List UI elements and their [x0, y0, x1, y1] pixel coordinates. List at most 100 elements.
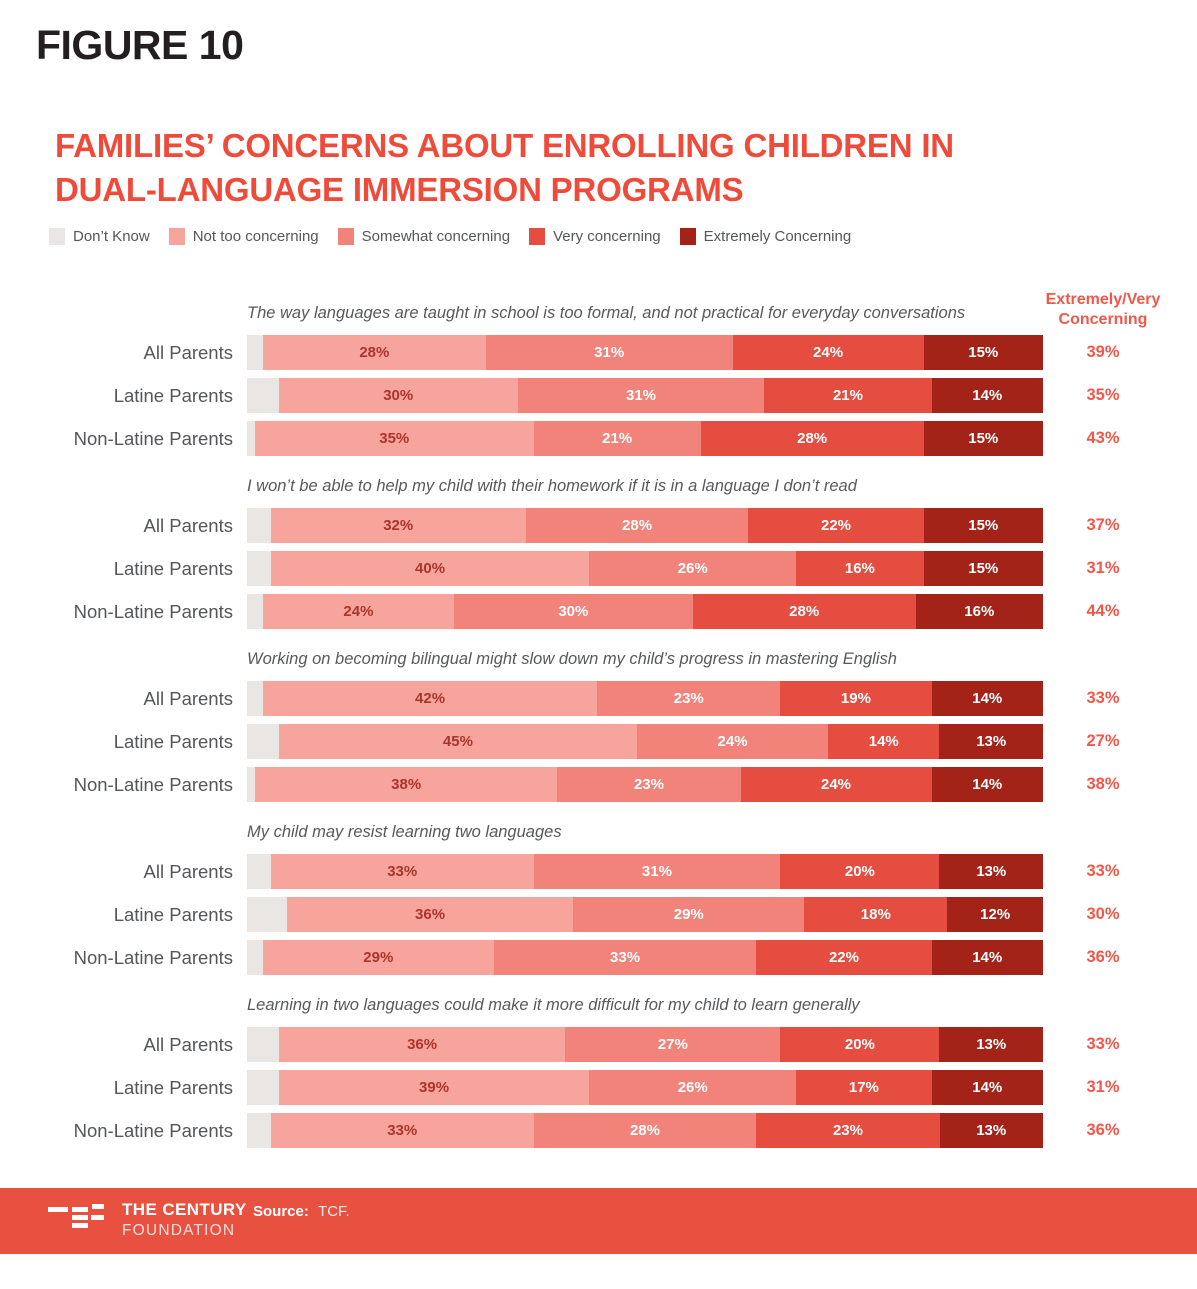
bar-segment-4: 15%	[923, 335, 1043, 370]
question-group-4: Learning in two languages could make it …	[0, 995, 1197, 1148]
bar-segment-1: 36%	[286, 897, 574, 932]
legend-item-label: Extremely Concerning	[703, 228, 852, 245]
bar-row: Non-Latine Parents 38% 23% 24% 14% 38%	[0, 767, 1197, 802]
stacked-bar: 30% 31% 21% 14%	[247, 378, 1043, 413]
question-group-1: I won’t be able to help my child with th…	[0, 476, 1197, 629]
bar-segment-3: 28%	[700, 421, 924, 456]
bar-segment-3: 18%	[804, 897, 948, 932]
bar-row: Latine Parents 30% 31% 21% 14% 35%	[0, 378, 1197, 413]
summary-value: 36%	[1086, 948, 1120, 966]
row-label: Non-Latine Parents	[73, 773, 233, 795]
legend-item-4: Extremely Concerning	[679, 228, 852, 245]
bar-segment-0	[247, 508, 271, 543]
row-label: Latine Parents	[113, 557, 233, 579]
bar-segment-2: 33%	[493, 940, 757, 975]
bar-row: Latine Parents 39% 26% 17% 14% 31%	[0, 1070, 1197, 1105]
bar-segment-1: 42%	[262, 681, 598, 716]
bar-row: All Parents 28% 31% 24% 15% 39%	[0, 335, 1197, 370]
bar-segment-4: 12%	[947, 897, 1043, 932]
summary-value: 38%	[1086, 775, 1120, 793]
legend-swatch-icon	[679, 228, 696, 245]
summary-value: 44%	[1086, 602, 1120, 620]
bar-segment-2: 31%	[517, 378, 765, 413]
stacked-bar: 36% 27% 20% 13%	[247, 1027, 1043, 1062]
bar-segment-0	[247, 681, 263, 716]
bar-segment-4: 14%	[931, 378, 1043, 413]
bar-row: All Parents 36% 27% 20% 13% 33%	[0, 1027, 1197, 1062]
bar-segment-1: 32%	[270, 508, 526, 543]
row-label: Non-Latine Parents	[73, 600, 233, 622]
summary-value: 43%	[1086, 429, 1120, 447]
brand-name: THE CENTURY FOUNDATION	[122, 1200, 247, 1240]
stacked-bar: 39% 26% 17% 14%	[247, 1070, 1043, 1105]
brand-line2: FOUNDATION	[122, 1222, 236, 1239]
row-label: Latine Parents	[113, 730, 233, 752]
bar-segment-2: 23%	[557, 767, 741, 802]
summary-value: 33%	[1086, 862, 1120, 880]
bar-segment-3: 16%	[796, 551, 924, 586]
legend-swatch-icon	[529, 228, 546, 245]
stacked-bar: 36% 29% 18% 12%	[247, 897, 1043, 932]
bar-segment-4: 13%	[939, 854, 1043, 889]
row-label: Non-Latine Parents	[73, 427, 233, 449]
stacked-bar: 42% 23% 19% 14%	[247, 681, 1043, 716]
question-group-2: Working on becoming bilingual might slow…	[0, 649, 1197, 802]
bar-segment-2: 31%	[485, 335, 733, 370]
bar-segment-1: 38%	[254, 767, 558, 802]
bar-segment-3: 24%	[740, 767, 932, 802]
summary-column-header: Extremely/Very Concerning	[1045, 291, 1161, 328]
bar-segment-1: 29%	[262, 940, 494, 975]
summary-value: 36%	[1086, 1121, 1120, 1139]
stacked-bar: 32% 28% 22% 15%	[247, 508, 1043, 543]
bar-row: Latine Parents 45% 24% 14% 13% 27%	[0, 724, 1197, 759]
bar-segment-0	[247, 940, 263, 975]
legend: Don’t Know Not too concerning Somewhat con…	[49, 228, 851, 245]
logo-dash	[72, 1215, 88, 1220]
bar-segment-2: 26%	[589, 551, 797, 586]
summary-value: 35%	[1086, 386, 1120, 404]
bar-segment-3: 20%	[780, 854, 940, 889]
bar-segment-2: 30%	[453, 594, 693, 629]
question-label: The way languages are taught in school i…	[247, 304, 966, 322]
question-group-0: The way languages are taught in school i…	[0, 303, 1197, 456]
bar-segment-1: 36%	[278, 1027, 566, 1062]
question-group-3: My child may resist learning two languag…	[0, 822, 1197, 975]
stacked-bar: 45% 24% 14% 13%	[247, 724, 1043, 759]
row-label: Non-Latine Parents	[73, 946, 233, 968]
logo-dash	[91, 1215, 104, 1220]
bar-segment-3: 24%	[732, 335, 924, 370]
bar-segment-1: 24%	[262, 594, 454, 629]
summary-value: 31%	[1086, 559, 1120, 577]
question-label: I won’t be able to help my child with th…	[247, 477, 857, 495]
footer-bar: THE CENTURY FOUNDATION Source: TCF.	[0, 1188, 1197, 1254]
bar-row: Non-Latine Parents 33% 28% 23% 13% 36%	[0, 1113, 1197, 1148]
chart-sections: The way languages are taught in school i…	[0, 303, 1197, 1168]
question-label: My child may resist learning two languag…	[247, 823, 562, 841]
figure-label: FIGURE 10	[36, 22, 244, 68]
bar-segment-0	[247, 421, 255, 456]
bar-row: Non-Latine Parents 29% 33% 22% 14% 36%	[0, 940, 1197, 975]
summary-value: 33%	[1086, 1035, 1120, 1053]
bar-segment-1: 45%	[278, 724, 638, 759]
bar-segment-2: 31%	[533, 854, 781, 889]
bar-segment-1: 40%	[270, 551, 590, 586]
bar-segment-0	[247, 1113, 271, 1148]
logo-dash	[92, 1204, 104, 1209]
bar-segment-0	[247, 767, 255, 802]
bar-segment-2: 24%	[637, 724, 829, 759]
logo-dash	[72, 1207, 88, 1212]
bar-segment-3: 17%	[796, 1070, 932, 1105]
bar-segment-4: 14%	[931, 940, 1043, 975]
bar-segment-0	[247, 897, 287, 932]
stacked-bar: 29% 33% 22% 14%	[247, 940, 1043, 975]
bar-segment-4: 15%	[923, 551, 1043, 586]
bar-row: All Parents 42% 23% 19% 14% 33%	[0, 681, 1197, 716]
bar-segment-4: 14%	[931, 681, 1043, 716]
bar-row: Latine Parents 40% 26% 16% 15% 31%	[0, 551, 1197, 586]
bar-segment-4: 15%	[923, 508, 1043, 543]
legend-item-2: Somewhat concerning	[337, 228, 510, 245]
question-label: Working on becoming bilingual might slow…	[247, 650, 897, 668]
row-label: All Parents	[143, 687, 233, 709]
summary-value: 37%	[1086, 516, 1120, 534]
bar-row: Non-Latine Parents 35% 21% 28% 15% 43%	[0, 421, 1197, 456]
